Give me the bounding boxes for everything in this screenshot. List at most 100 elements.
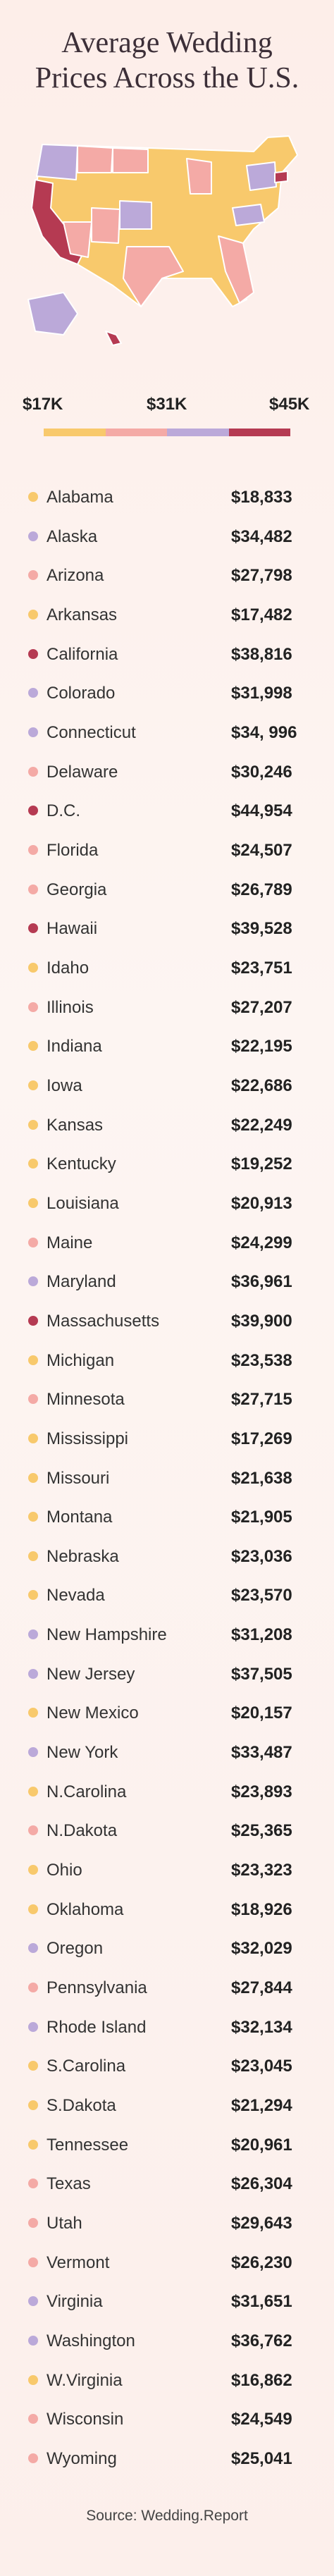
state-price: $30,246 bbox=[231, 762, 292, 782]
map-region bbox=[123, 246, 184, 307]
state-name: California bbox=[47, 644, 118, 664]
state-price: $32,029 bbox=[231, 1939, 292, 1959]
map-region bbox=[77, 145, 113, 173]
color-dot bbox=[28, 1472, 38, 1483]
state-row: Minnesota $27,715 bbox=[0, 1386, 334, 1414]
state-row: Indiana $22,195 bbox=[0, 1033, 334, 1061]
legend-swatch bbox=[44, 429, 106, 436]
state-price: $37,505 bbox=[231, 1664, 292, 1684]
color-dot bbox=[28, 2139, 38, 2150]
state-price: $33,487 bbox=[231, 1743, 292, 1763]
state-row: Georgia $26,789 bbox=[0, 876, 334, 904]
state-name: Alaska bbox=[47, 526, 98, 546]
state-row: N.Carolina $23,893 bbox=[0, 1778, 334, 1806]
state-name: Nevada bbox=[47, 1586, 105, 1606]
state-name: Maine bbox=[47, 1233, 93, 1252]
state-price: $17,269 bbox=[231, 1429, 292, 1448]
state-row: Ohio $23,323 bbox=[0, 1856, 334, 1885]
state-price: $34,482 bbox=[231, 526, 292, 546]
state-price: $22,686 bbox=[231, 1076, 292, 1095]
state-name: Connecticut bbox=[47, 722, 136, 742]
state-price: $19,252 bbox=[231, 1154, 292, 1174]
state-price: $32,134 bbox=[231, 2017, 292, 2037]
state-row: Michigan $23,538 bbox=[0, 1347, 334, 1375]
legend-swatch bbox=[105, 429, 167, 436]
color-dot bbox=[28, 1512, 38, 1522]
color-dot bbox=[28, 1629, 38, 1640]
state-name: Wyoming bbox=[47, 2449, 117, 2468]
state-price: $24,507 bbox=[231, 840, 292, 860]
state-name: New Jersey bbox=[47, 1664, 135, 1684]
state-name: Illinois bbox=[47, 997, 94, 1017]
map-region bbox=[27, 292, 78, 335]
state-name: Maryland bbox=[47, 1272, 116, 1292]
state-name: New Hampshire bbox=[47, 1625, 167, 1645]
state-name: Hawaii bbox=[47, 919, 98, 939]
state-price: $26,789 bbox=[231, 880, 292, 899]
state-price: $39,528 bbox=[231, 919, 292, 939]
state-name: W.Virginia bbox=[47, 2370, 123, 2390]
state-row: California $38,816 bbox=[0, 641, 334, 669]
map-region bbox=[112, 147, 149, 173]
state-price: $25,041 bbox=[231, 2449, 292, 2468]
state-row: Illinois $27,207 bbox=[0, 994, 334, 1022]
state-name: Alabama bbox=[47, 488, 113, 507]
state-name: Kentucky bbox=[47, 1154, 116, 1174]
state-name: Delaware bbox=[47, 762, 118, 782]
state-name: Ohio bbox=[47, 1861, 82, 1880]
color-dot bbox=[28, 1355, 38, 1365]
title-line: Prices Across the U.S. bbox=[35, 62, 299, 94]
state-name: Missouri bbox=[47, 1468, 110, 1488]
title-line: Average Wedding bbox=[61, 27, 273, 59]
state-row: Rhode Island $32,134 bbox=[0, 2014, 334, 2042]
state-row: N.Dakota $25,365 bbox=[0, 1817, 334, 1845]
color-dot bbox=[28, 2257, 38, 2267]
color-dot bbox=[28, 1904, 38, 1914]
state-name: Kansas bbox=[47, 1115, 104, 1135]
state-price: $21,905 bbox=[231, 1508, 292, 1527]
color-dot bbox=[28, 2296, 38, 2307]
state-name: Virginia bbox=[47, 2292, 103, 2312]
state-row: Kentucky $19,252 bbox=[0, 1150, 334, 1178]
state-price: $20,913 bbox=[231, 1193, 292, 1213]
color-dot bbox=[28, 1708, 38, 1718]
state-price: $21,638 bbox=[231, 1468, 292, 1488]
state-row: D.C. $44,954 bbox=[0, 797, 334, 825]
state-name: Rhode Island bbox=[47, 2017, 147, 2037]
state-name: Vermont bbox=[47, 2253, 110, 2272]
state-price: $39,900 bbox=[231, 1311, 292, 1331]
color-dot bbox=[28, 1590, 38, 1601]
state-name: Nebraska bbox=[47, 1546, 119, 1566]
source: Source: Wedding.Report bbox=[86, 2508, 248, 2524]
state-name: S.Carolina bbox=[47, 2057, 126, 2076]
map-region bbox=[105, 331, 122, 346]
state-name: Mississippi bbox=[47, 1429, 129, 1448]
map-region bbox=[36, 144, 78, 180]
legend-swatch bbox=[228, 429, 290, 436]
state-row: Louisiana $20,913 bbox=[0, 1190, 334, 1218]
state-row: S.Carolina $23,045 bbox=[0, 2052, 334, 2081]
state-row: Kansas $22,249 bbox=[0, 1111, 334, 1140]
map-region bbox=[63, 221, 92, 258]
color-dot bbox=[28, 1865, 38, 1875]
map-region bbox=[246, 161, 277, 191]
map-region bbox=[218, 235, 254, 304]
state-name: Tennessee bbox=[47, 2135, 129, 2155]
state-row: Connecticut $34, 996 bbox=[0, 719, 334, 747]
state-price: $26,304 bbox=[231, 2174, 292, 2194]
state-price: $23,751 bbox=[231, 958, 292, 978]
state-row: W.Virginia $16,862 bbox=[0, 2367, 334, 2395]
state-row: Delaware $30,246 bbox=[0, 758, 334, 787]
state-price: $31,998 bbox=[231, 684, 292, 703]
state-name: Indiana bbox=[47, 1037, 102, 1056]
state-price: $23,323 bbox=[231, 1861, 292, 1880]
color-dot bbox=[28, 1825, 38, 1836]
state-name: Oklahoma bbox=[47, 1899, 124, 1919]
state-price: $36,961 bbox=[231, 1272, 292, 1292]
state-row: Oklahoma $18,926 bbox=[0, 1896, 334, 1924]
color-dot bbox=[28, 609, 38, 620]
map-region bbox=[119, 200, 152, 230]
color-dot bbox=[28, 2374, 38, 2385]
state-price: $23,045 bbox=[231, 2057, 292, 2076]
state-name: Texas bbox=[47, 2174, 91, 2194]
